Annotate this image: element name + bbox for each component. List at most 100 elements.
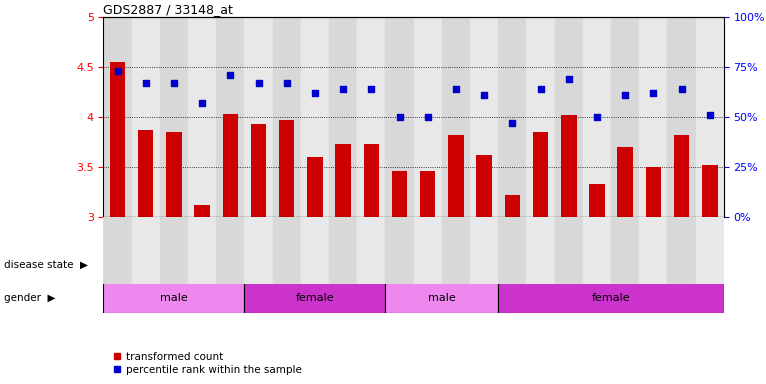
Bar [611, 17, 640, 217]
Bar [160, 17, 188, 217]
Point [365, 86, 378, 92]
Bar [583, 17, 611, 217]
Point [619, 92, 631, 98]
Bar [357, 217, 385, 284]
Bar [561, 115, 577, 217]
Point [676, 86, 688, 92]
Bar [589, 184, 604, 217]
Text: female: female [296, 293, 334, 303]
Text: female: female [592, 293, 630, 303]
Bar [667, 17, 696, 217]
Bar [329, 17, 357, 217]
Bar [364, 144, 379, 217]
Bar [583, 217, 611, 284]
Bar [526, 217, 555, 284]
Text: gender  ▶: gender ▶ [4, 293, 55, 303]
Bar [617, 147, 633, 217]
Bar [555, 217, 583, 284]
Bar [336, 144, 351, 217]
Bar [442, 17, 470, 217]
Text: GDS2887 / 33148_at: GDS2887 / 33148_at [103, 3, 234, 16]
Bar [301, 17, 329, 217]
Point [450, 86, 462, 92]
Bar [250, 124, 267, 217]
Bar [223, 114, 238, 217]
Bar [307, 157, 322, 217]
Bar [357, 17, 385, 217]
Bar [526, 17, 555, 217]
Bar [498, 17, 526, 217]
Bar [696, 17, 724, 217]
Bar [448, 135, 463, 217]
Bar [498, 282, 724, 313]
Point [647, 90, 660, 96]
Text: control: control [225, 260, 264, 270]
Bar [216, 217, 244, 284]
Point [168, 80, 180, 86]
Point [506, 120, 519, 126]
Point [337, 86, 349, 92]
Point [111, 68, 123, 74]
Bar [103, 217, 132, 284]
Bar [103, 17, 132, 217]
Bar [188, 17, 216, 217]
Bar [301, 217, 329, 284]
Bar [132, 17, 160, 217]
Bar [674, 135, 689, 217]
Bar [533, 132, 548, 217]
Bar [244, 282, 385, 313]
Bar [195, 205, 210, 217]
Bar [244, 17, 273, 217]
Point [394, 114, 406, 120]
Bar [702, 165, 718, 217]
Bar [132, 217, 160, 284]
Point [280, 80, 293, 86]
Legend: transformed count, percentile rank within the sample: transformed count, percentile rank withi… [109, 348, 306, 379]
Bar [611, 217, 640, 284]
Bar [696, 217, 724, 284]
Point [196, 100, 208, 106]
Point [478, 92, 490, 98]
Bar [166, 132, 182, 217]
Bar [385, 217, 414, 284]
Bar [640, 17, 667, 217]
Bar [640, 217, 667, 284]
Bar [391, 171, 408, 217]
Text: male: male [428, 293, 456, 303]
Point [591, 114, 603, 120]
Bar [273, 217, 301, 284]
Bar [138, 130, 153, 217]
Bar [103, 250, 385, 280]
Bar [646, 167, 661, 217]
Text: male: male [160, 293, 188, 303]
Bar [385, 250, 724, 280]
Bar [555, 17, 583, 217]
Bar [385, 282, 498, 313]
Bar [160, 217, 188, 284]
Point [704, 112, 716, 118]
Bar [414, 217, 442, 284]
Point [224, 72, 237, 78]
Bar [470, 217, 498, 284]
Point [535, 86, 547, 92]
Bar [188, 217, 216, 284]
Bar [414, 17, 442, 217]
Point [563, 76, 575, 82]
Bar [385, 17, 414, 217]
Bar [329, 217, 357, 284]
Point [253, 80, 265, 86]
Point [421, 114, 434, 120]
Bar [470, 17, 498, 217]
Bar [667, 217, 696, 284]
Point [309, 90, 321, 96]
Bar [110, 62, 126, 217]
Bar [505, 195, 520, 217]
Bar [498, 217, 526, 284]
Bar [103, 282, 244, 313]
Bar [273, 17, 301, 217]
Point [139, 80, 152, 86]
Bar [279, 120, 294, 217]
Bar [244, 217, 273, 284]
Bar [442, 217, 470, 284]
Bar [420, 171, 436, 217]
